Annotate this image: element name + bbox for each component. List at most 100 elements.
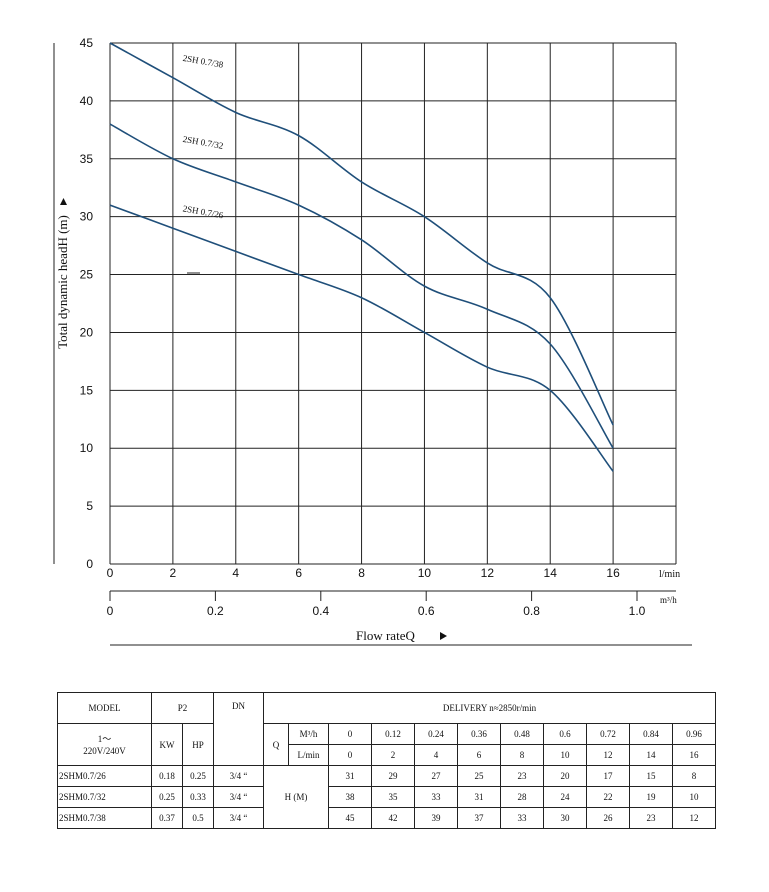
x-axis-arrow-icon bbox=[440, 632, 447, 640]
x-axis-title: Flow rateQ bbox=[356, 628, 415, 643]
head-value: 37 bbox=[457, 807, 502, 829]
model-cell: 2SHM0.7/38 bbox=[57, 807, 152, 829]
model-header: MODEL bbox=[57, 692, 152, 724]
kw-cell: 0.18 bbox=[151, 765, 183, 787]
head-value: 23 bbox=[629, 807, 674, 829]
x-unit-label: l/min bbox=[659, 569, 680, 580]
head-value: 31 bbox=[457, 786, 502, 808]
head-value: 35 bbox=[371, 786, 416, 808]
x-tick-label: 2 bbox=[170, 566, 177, 580]
series-line bbox=[109, 204, 614, 472]
x-tick-label: 10 bbox=[418, 566, 432, 580]
head-value: 17 bbox=[586, 765, 631, 787]
m3h-value: 0.48 bbox=[500, 723, 545, 745]
table-row: 2SHM0.7/32 0.25 0.33 3/4 “ 38 35 33 31 2… bbox=[57, 786, 717, 808]
secondary-x-tick-label: 0.2 bbox=[207, 604, 224, 618]
secondary-x-tick-label: 0 bbox=[107, 604, 114, 618]
pump-performance-chart: 0 5 10 15 20 25 30 35 40 45 0 2 4 6 8 10 12 14 16 l/min 0 0.2… bbox=[53, 36, 692, 646]
secondary-x-tick-label: 1.0 bbox=[629, 604, 646, 618]
x-tick-label: 8 bbox=[358, 566, 365, 580]
head-value: 23 bbox=[500, 765, 545, 787]
head-value: 22 bbox=[586, 786, 631, 808]
series-label: 2SH 0.7/32 bbox=[182, 134, 224, 151]
y-tick-label: 35 bbox=[80, 152, 94, 166]
head-value: 39 bbox=[414, 807, 459, 829]
hp-header: HP bbox=[181, 723, 215, 766]
dn-cell: 3/4 “ bbox=[213, 807, 265, 829]
dn-header: DN bbox=[213, 692, 265, 766]
m3h-value: 0.36 bbox=[457, 723, 502, 745]
secondary-x-tick-label: 0.4 bbox=[312, 604, 329, 618]
x-tick-label: 6 bbox=[295, 566, 302, 580]
series-label: 2SH 0.7/26 bbox=[182, 203, 225, 220]
delivery-header: DELIVERY n≈2850r/min bbox=[263, 692, 717, 724]
head-value: 15 bbox=[629, 765, 674, 787]
x-tick-label: 14 bbox=[544, 566, 558, 580]
kw-header: KW bbox=[151, 723, 183, 766]
lmin-value: 6 bbox=[457, 744, 502, 766]
m3h-value: 0.6 bbox=[543, 723, 588, 745]
performance-table: MODEL P2 DN DELIVERY n≈2850r/min 1～ 220V… bbox=[57, 692, 717, 829]
y-tick-label: 0 bbox=[86, 557, 93, 571]
lmin-value: 10 bbox=[543, 744, 588, 766]
m3h-value: 0.96 bbox=[672, 723, 717, 745]
labels: 0 5 10 15 20 25 30 35 40 45 0 2 4 6 8 10 12 14 16 l/min 0 0.2… bbox=[55, 36, 680, 643]
lmin-value: 2 bbox=[371, 744, 416, 766]
table-header-row: MODEL P2 DN DELIVERY n≈2850r/min bbox=[57, 692, 717, 766]
lmin-value: 12 bbox=[586, 744, 631, 766]
head-value: 42 bbox=[371, 807, 416, 829]
m3h-value: 0.24 bbox=[414, 723, 459, 745]
lmin-value: 0 bbox=[328, 744, 373, 766]
dn-cell: 3/4 “ bbox=[213, 765, 265, 787]
hp-cell: 0.33 bbox=[181, 786, 215, 808]
head-value: 25 bbox=[457, 765, 502, 787]
head-value: 31 bbox=[328, 765, 373, 787]
q-label: Q bbox=[263, 723, 290, 766]
m3h-value: 0 bbox=[328, 723, 373, 745]
series-label: 2SH 0.7/38 bbox=[182, 53, 225, 70]
series-line bbox=[109, 42, 614, 426]
m3h-value: 0.72 bbox=[586, 723, 631, 745]
m3h-value: 0.12 bbox=[371, 723, 416, 745]
kw-cell: 0.37 bbox=[151, 807, 183, 829]
y-axis-title: Total dynamic headH (m) bbox=[55, 215, 70, 349]
x-tick-label: 12 bbox=[481, 566, 495, 580]
dn-cell: 3/4 “ bbox=[213, 786, 265, 808]
hp-cell: 0.5 bbox=[181, 807, 215, 829]
x-tick-label: 16 bbox=[606, 566, 620, 580]
head-value: 19 bbox=[629, 786, 674, 808]
y-tick-label: 25 bbox=[80, 268, 94, 282]
voltage-phase: 1～ bbox=[97, 733, 112, 744]
y-tick-label: 15 bbox=[80, 383, 94, 397]
head-value: 26 bbox=[586, 807, 631, 829]
y-tick-label: 40 bbox=[80, 94, 94, 108]
m3h-label: M³/h bbox=[288, 723, 330, 745]
head-label: H (M) bbox=[263, 765, 330, 829]
head-value: 10 bbox=[672, 786, 717, 808]
chart-svg: 0 5 10 15 20 25 30 35 40 45 0 2 4 6 8 10 12 14 16 l/min 0 0.2… bbox=[53, 36, 692, 646]
y-tick-label: 45 bbox=[80, 36, 94, 50]
kw-cell: 0.25 bbox=[151, 786, 183, 808]
hp-cell: 0.25 bbox=[181, 765, 215, 787]
secondary-x-tick-label: 0.8 bbox=[523, 604, 540, 618]
series-line bbox=[109, 123, 614, 449]
lmin-value: 14 bbox=[629, 744, 674, 766]
head-value: 30 bbox=[543, 807, 588, 829]
head-value: 45 bbox=[328, 807, 373, 829]
y-tick-label: 20 bbox=[80, 325, 94, 339]
lmin-value: 4 bbox=[414, 744, 459, 766]
y-axis-arrow-icon bbox=[60, 198, 67, 205]
y-tick-label: 30 bbox=[80, 210, 94, 224]
m3h-value: 0.84 bbox=[629, 723, 674, 745]
head-value: 29 bbox=[371, 765, 416, 787]
grid bbox=[109, 42, 677, 565]
lmin-value: 16 bbox=[672, 744, 717, 766]
head-value: 24 bbox=[543, 786, 588, 808]
table-flow-m3h-row: 1～ 220V/240V KW HP Q M³/h 0 0.12 0.24 0.… bbox=[57, 723, 717, 766]
voltage-value: 220V/240V bbox=[83, 745, 126, 756]
head-value: 38 bbox=[328, 786, 373, 808]
head-value: 27 bbox=[414, 765, 459, 787]
head-value: 28 bbox=[500, 786, 545, 808]
x-tick-label: 4 bbox=[232, 566, 239, 580]
axes bbox=[53, 43, 692, 646]
